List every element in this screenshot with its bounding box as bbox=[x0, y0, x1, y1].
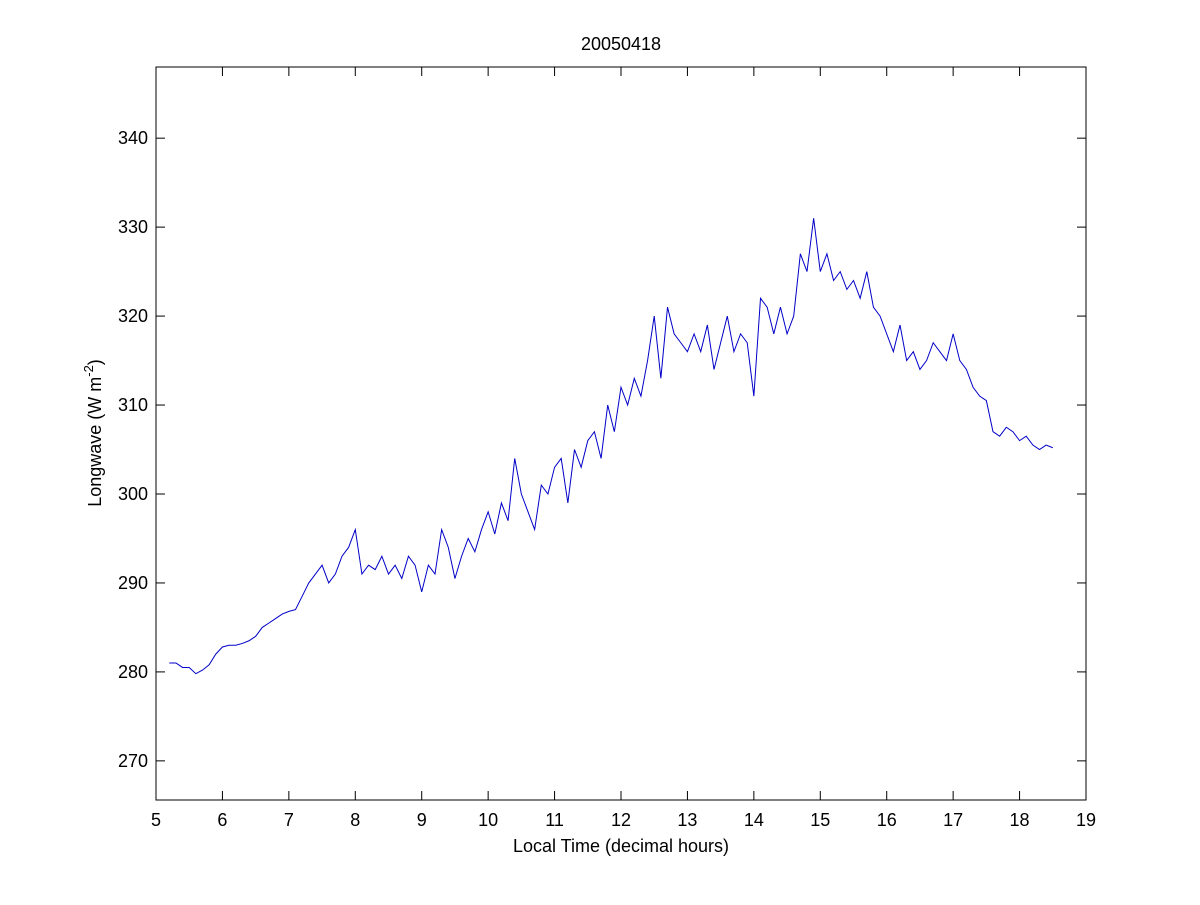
y-label-superscript: -2 bbox=[81, 365, 96, 377]
data-line bbox=[169, 218, 1053, 675]
chart-title: 20050418 bbox=[581, 34, 661, 54]
x-tick-label: 19 bbox=[1076, 810, 1096, 830]
x-tick-label: 15 bbox=[810, 810, 830, 830]
y-tick-label: 330 bbox=[118, 217, 148, 237]
x-tick-label: 18 bbox=[1010, 810, 1030, 830]
y-tick-label: 320 bbox=[118, 306, 148, 326]
x-tick-label: 9 bbox=[417, 810, 427, 830]
y-tick-label: 280 bbox=[118, 662, 148, 682]
x-axis-label: Local Time (decimal hours) bbox=[513, 836, 729, 856]
y-axis-label: Longwave (W m-2) bbox=[81, 359, 105, 507]
x-tick-label: 8 bbox=[350, 810, 360, 830]
y-label-text: Longwave (W m bbox=[85, 377, 105, 507]
x-tick-label: 10 bbox=[478, 810, 498, 830]
y-tick-label: 270 bbox=[118, 751, 148, 771]
x-tick-label: 5 bbox=[151, 810, 161, 830]
x-tick-label: 7 bbox=[284, 810, 294, 830]
x-tick-label: 14 bbox=[744, 810, 764, 830]
y-tick-label: 310 bbox=[118, 395, 148, 415]
x-tick-label: 11 bbox=[545, 810, 564, 830]
y-tick-label: 290 bbox=[118, 573, 148, 593]
x-tick-label: 17 bbox=[943, 810, 963, 830]
x-tick-label: 16 bbox=[877, 810, 897, 830]
y-tick-label: 300 bbox=[118, 484, 148, 504]
plot-frame bbox=[155, 66, 1087, 801]
x-tick-label: 12 bbox=[611, 810, 631, 830]
x-tick-label: 6 bbox=[217, 810, 227, 830]
x-tick-label: 13 bbox=[677, 810, 697, 830]
y-tick-label: 340 bbox=[118, 128, 148, 148]
y-label-suffix: ) bbox=[85, 359, 105, 365]
